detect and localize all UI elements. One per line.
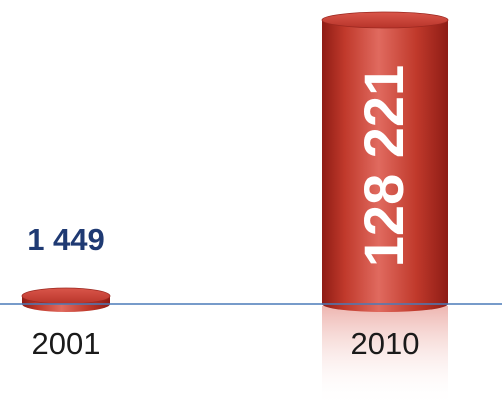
data-label: 128 221 (352, 65, 415, 267)
labels-group: 2001 1 449 2010 128 221 (27, 65, 419, 361)
x-tick-label: 2001 (32, 326, 101, 361)
bar-body (322, 20, 448, 312)
bar-top (21, 287, 111, 305)
bar-reflection-2010 (322, 306, 448, 406)
bar-2001 (21, 287, 111, 312)
bars-group (21, 11, 449, 312)
data-label: 1 449 (27, 222, 105, 257)
x-tick-label: 2010 (351, 326, 420, 361)
bar-top (321, 11, 449, 29)
bar-reflections (322, 306, 448, 406)
bar-2010 (321, 11, 449, 312)
